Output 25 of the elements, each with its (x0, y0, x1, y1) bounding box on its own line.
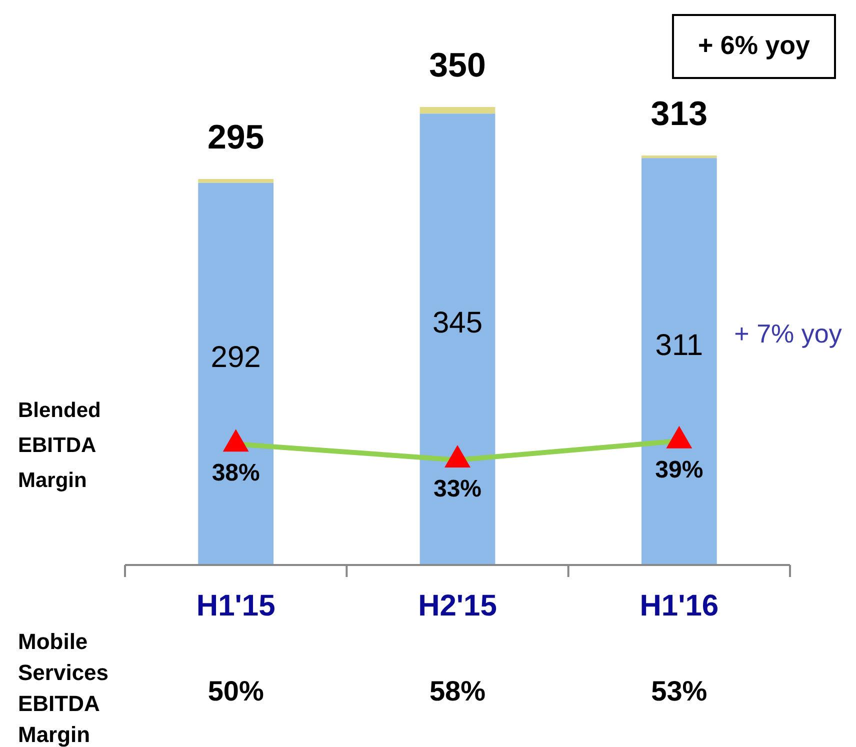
text: + 6% yoy (698, 30, 811, 60)
x-tick-label: H1'15 (196, 589, 276, 622)
bar (198, 179, 274, 183)
data-label: 39% (655, 456, 704, 484)
data-label: 292 (210, 341, 261, 374)
x-tick-label: H2'15 (418, 589, 497, 622)
bar (641, 155, 717, 158)
bar (420, 114, 496, 565)
text: Mobile Services EBITDA Margin (18, 628, 110, 747)
data-label: 345 (432, 306, 483, 340)
text: 53% (651, 676, 708, 707)
text: 50% (208, 676, 264, 707)
data-label: 311 (655, 328, 704, 362)
text: Blended EBITDA Margin (18, 398, 102, 494)
x-tick-label: H1'16 (640, 589, 719, 622)
data-label: 38% (212, 460, 260, 487)
bar (420, 107, 496, 114)
bar (198, 182, 274, 565)
total-label: 313 (650, 94, 708, 133)
total-label: 295 (207, 118, 264, 156)
annotation: + 7% yoy (734, 318, 842, 348)
data-label: 33% (433, 476, 482, 503)
text: 58% (429, 676, 486, 707)
total-label: 350 (429, 46, 486, 84)
bar (641, 158, 717, 565)
